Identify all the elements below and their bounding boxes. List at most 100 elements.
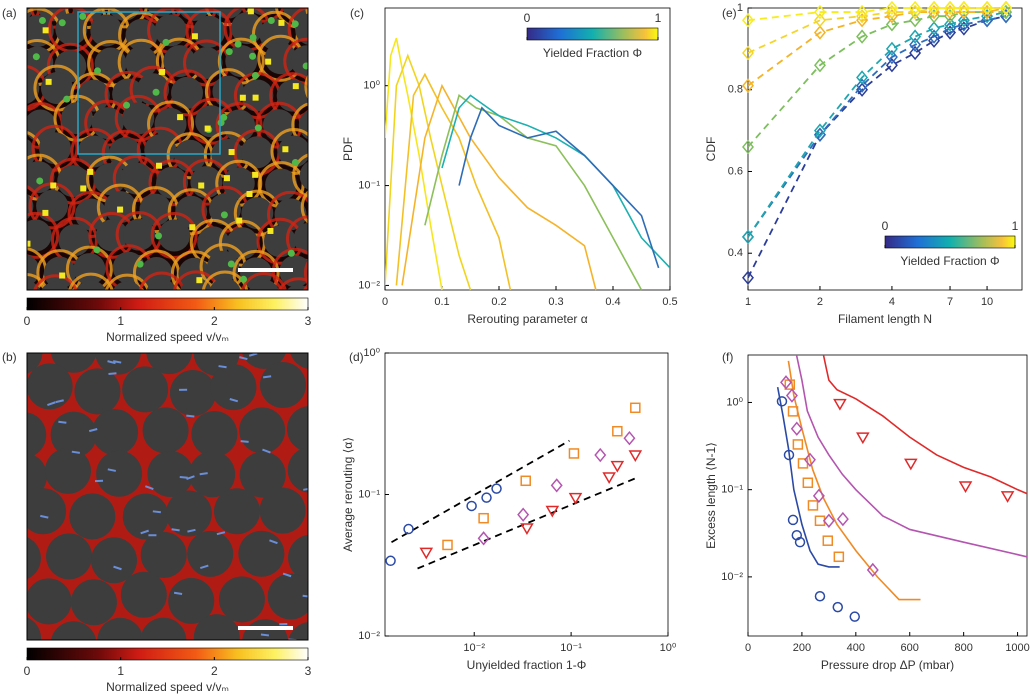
marker [742,45,754,61]
flow-halo [101,8,148,29]
colorbar-tick-label: 1 [117,314,124,328]
obstacle [293,222,308,255]
junction [246,191,253,198]
y-tick-label: 0.6 [728,165,743,177]
marker [545,505,560,518]
obstacle [312,370,358,416]
obstacle [27,46,54,79]
series-line [385,37,443,291]
flow-halo [33,274,78,290]
series-line [385,53,472,291]
marker [623,431,636,446]
obstacle [298,110,308,140]
y-tick-label: 10⁻² [358,630,380,642]
node [93,246,101,254]
x-tick-label: 10⁰ [660,642,677,654]
obstacle [312,71,344,103]
obstacle [90,537,137,584]
colorbar-tick-label: 0 [24,664,31,678]
obstacle [208,193,241,226]
flow-halo [50,216,98,264]
junction [236,217,243,224]
node [254,124,262,132]
marker [885,0,898,16]
marker [928,0,941,16]
y-tick-label: 0.8 [728,84,743,96]
marker [568,448,580,459]
series-line [458,106,660,269]
junction [80,185,87,192]
velocity-arrow [179,475,188,479]
colorbar-label: Yielded Fraction Φ [900,254,999,268]
marker [836,511,849,527]
panel-label: (c) [350,6,364,20]
junction [292,83,299,90]
marker [813,4,826,20]
flow-halo [287,8,308,53]
marker [958,481,973,494]
series-line [417,477,636,570]
junction [278,19,285,26]
node [234,40,242,48]
marker [385,555,396,567]
marker [856,4,869,20]
junction [223,175,230,182]
obstacle [187,530,234,577]
marker [909,29,922,44]
marker [491,483,502,494]
marker [909,45,922,61]
image-content [27,353,362,640]
velocity-arrow [262,375,272,379]
marker [885,17,898,32]
marker [742,13,754,28]
marker [610,460,625,473]
junction [228,149,235,156]
x-tick-label: 200 [793,642,811,654]
series-line [748,15,1007,238]
velocity-arrow [112,360,122,364]
obstacle [158,219,191,252]
flow-halo [65,245,113,290]
obstacle [140,617,187,640]
obstacle [168,577,215,624]
marker [885,58,898,73]
marker [466,500,477,512]
velocity-arrow [55,399,64,404]
flow-halo [291,102,308,148]
marker [481,492,492,503]
obstacle [239,407,286,454]
obstacle [189,451,236,498]
obstacle [70,579,117,626]
colorbar [26,297,309,311]
junction [117,206,124,213]
y-tick-label: 10⁰ [363,347,380,359]
obstacle [169,370,216,417]
x-tick-label: 1000 [1005,642,1029,654]
node [251,72,259,80]
velocity-arrow [140,529,149,535]
obstacle [112,281,142,290]
marker [944,17,957,32]
x-tick-label: 7 [947,296,953,308]
x-tick-label: 600 [901,642,919,654]
obstacle [316,571,362,617]
velocity-arrow [302,594,308,598]
y-axis-label: CDF [704,137,718,162]
x-tick-label: 10⁻² [463,642,485,654]
obstacle [27,363,73,410]
velocity-arrow [107,360,116,365]
marker [812,488,825,503]
series-line [748,15,1007,279]
x-tick-label: 0 [382,296,388,308]
micrograph [26,352,362,641]
x-tick-label: 0.3 [548,296,563,308]
x-tick-label: 1 [745,296,751,308]
colorbar-label: Yielded Fraction Φ [543,46,642,60]
x-axis-label: Unyielded fraction 1-Φ [467,658,587,672]
node [249,34,257,42]
marker [477,531,490,546]
node [36,177,44,185]
velocity-arrow [144,485,154,491]
marker [742,270,754,285]
